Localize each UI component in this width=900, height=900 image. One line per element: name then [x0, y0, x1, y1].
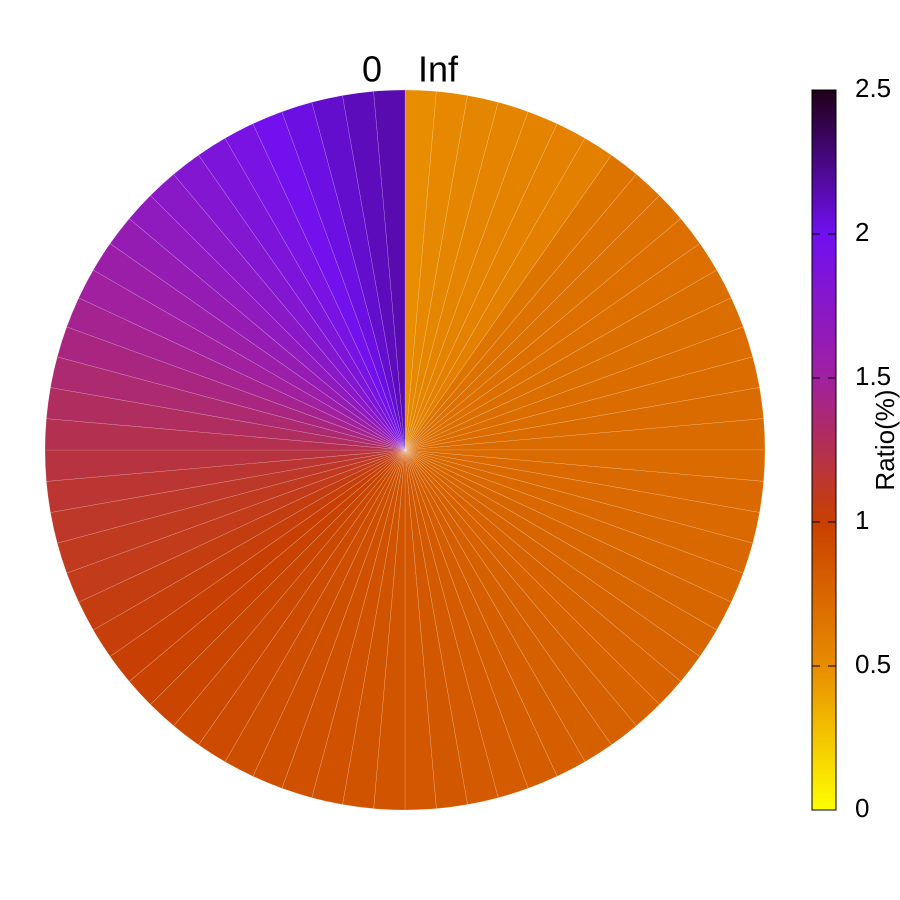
wedge	[404, 173, 660, 451]
wedge	[404, 449, 468, 809]
wedge	[198, 137, 406, 451]
wedge	[404, 449, 764, 513]
wedge	[281, 449, 406, 799]
wedge	[404, 89, 437, 451]
wedge	[404, 449, 660, 727]
wedge	[78, 269, 406, 451]
wedge	[252, 449, 406, 789]
wedge	[404, 137, 612, 451]
wedge	[404, 356, 760, 451]
wedge	[404, 449, 612, 763]
wedge	[404, 195, 682, 451]
wedge	[404, 449, 558, 789]
wedge	[404, 449, 637, 746]
wedge	[44, 449, 406, 482]
start-label: Inf	[418, 49, 459, 90]
wedge	[173, 449, 406, 746]
wedge	[342, 91, 406, 451]
wedge	[404, 326, 754, 451]
wedge	[404, 218, 701, 451]
disk	[44, 89, 766, 811]
wedge	[404, 418, 766, 451]
wedge	[173, 154, 406, 451]
wedge	[404, 449, 766, 482]
wedge	[66, 297, 406, 451]
wedge	[404, 449, 760, 544]
wedge	[50, 449, 406, 544]
colorbar-label: Ratio(%)	[870, 389, 900, 490]
wedge	[224, 449, 406, 777]
tick-label: 2.5	[855, 73, 891, 103]
wedge	[404, 449, 586, 777]
wedge	[78, 449, 406, 631]
wedge	[109, 449, 406, 682]
wedge	[198, 449, 406, 763]
wedge	[404, 101, 529, 451]
wedge	[404, 154, 637, 451]
wedge	[404, 243, 718, 451]
wedge	[150, 449, 406, 727]
wedge	[128, 195, 406, 451]
wedge	[342, 449, 406, 809]
wedge	[404, 269, 732, 451]
wedge	[404, 449, 499, 805]
wedge	[46, 449, 406, 513]
wedge	[311, 449, 406, 805]
wedge	[404, 387, 764, 451]
tick-label: 0.5	[855, 649, 891, 679]
wedge	[281, 101, 406, 451]
wedge	[404, 449, 529, 799]
wedge	[373, 449, 406, 811]
wedge	[50, 356, 406, 451]
wedge	[56, 326, 406, 451]
wedge	[92, 449, 406, 657]
wedge	[404, 449, 701, 682]
wedge	[44, 418, 406, 451]
wedge	[224, 123, 406, 451]
end-label: 0	[362, 49, 382, 90]
wedge	[373, 89, 406, 451]
wedge	[404, 111, 558, 451]
wedge	[404, 449, 682, 705]
tick-label: 0	[855, 793, 869, 823]
wedge	[404, 449, 754, 574]
wedge	[128, 449, 406, 705]
wedge	[404, 449, 718, 657]
wedge	[404, 91, 468, 451]
tick-label: 1	[855, 505, 869, 535]
wedge	[252, 111, 406, 451]
wedge	[404, 449, 732, 631]
colorbar	[811, 89, 837, 811]
wedge	[404, 95, 499, 451]
wedge	[404, 123, 586, 451]
wedge	[66, 449, 406, 603]
tick-label: 1.5	[855, 361, 891, 391]
wedge	[56, 449, 406, 574]
wedge	[404, 297, 744, 451]
tick-label: 2	[855, 217, 869, 247]
wedge	[46, 387, 406, 451]
wedge	[150, 173, 406, 451]
wedge	[404, 449, 744, 603]
wedge	[92, 243, 406, 451]
wedge	[404, 449, 437, 811]
wedge	[109, 218, 406, 451]
wedge	[311, 95, 406, 451]
